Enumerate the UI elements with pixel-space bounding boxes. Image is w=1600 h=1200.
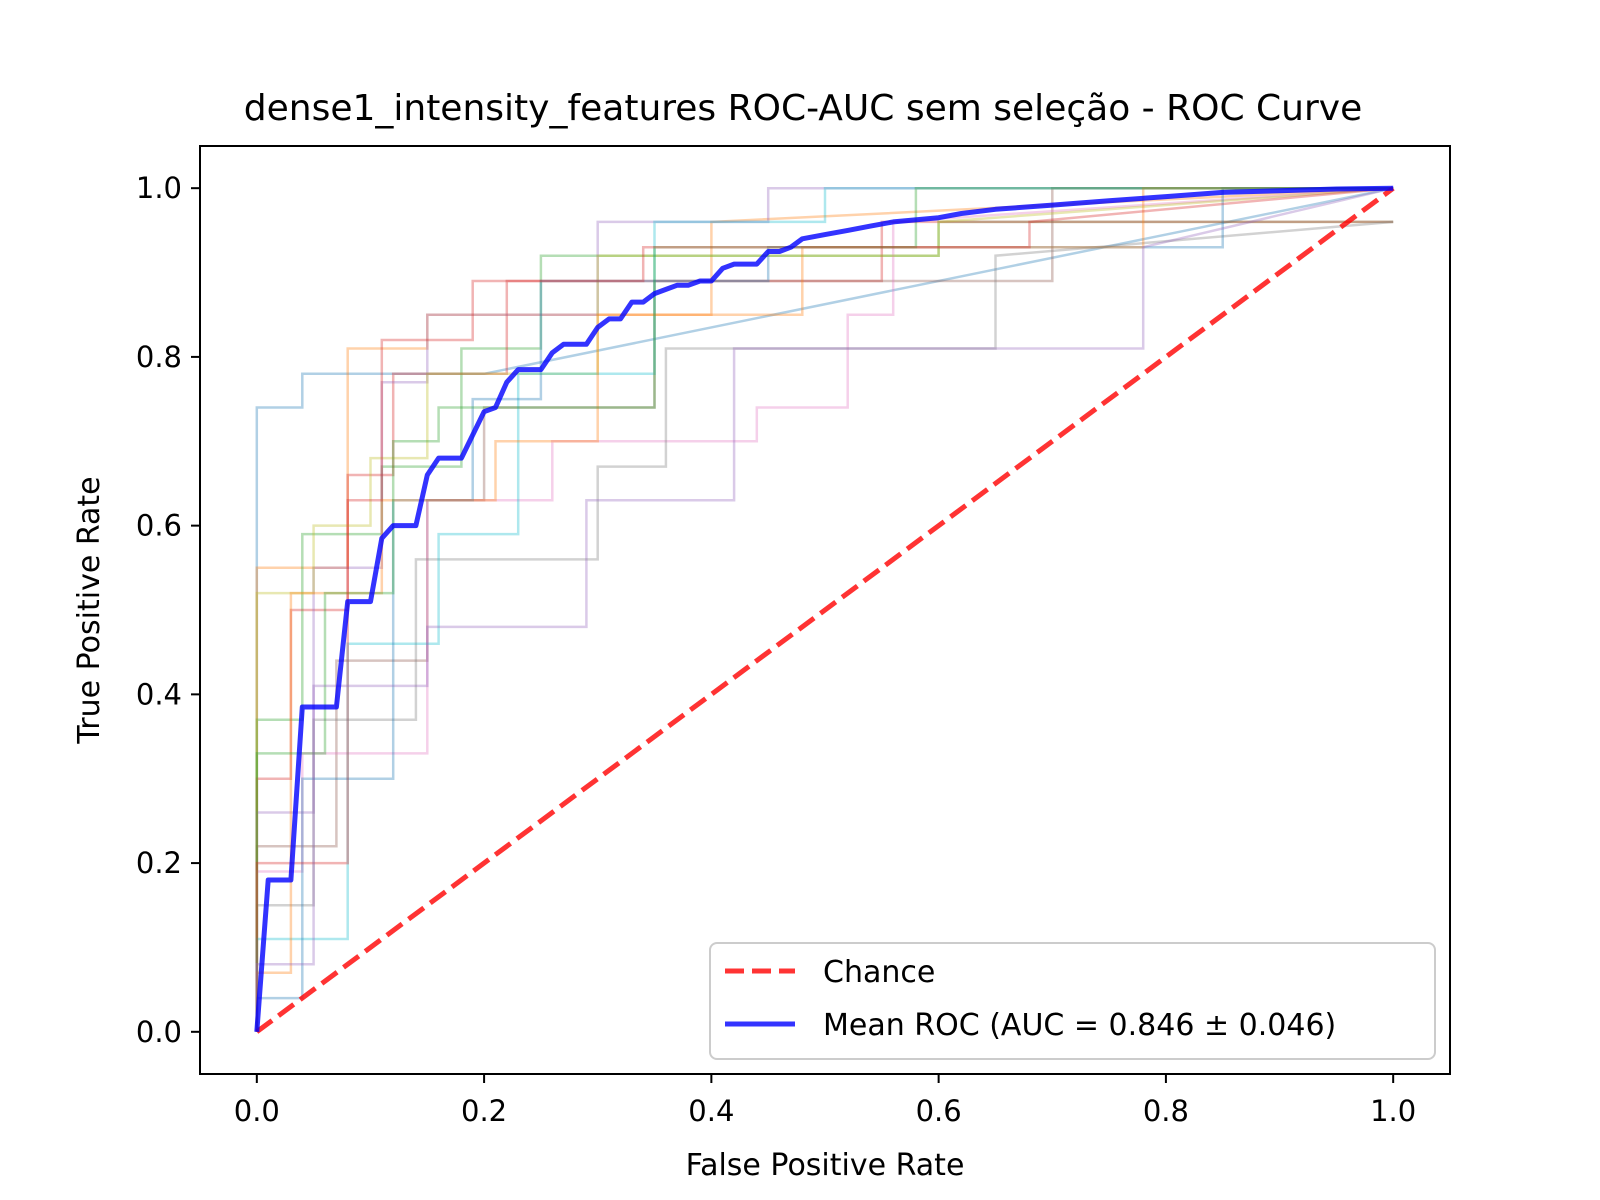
legend-chance-label: Chance	[823, 955, 935, 990]
fold-roc-curve	[255, 220, 1394, 1032]
mean-roc-line	[254, 185, 1394, 1032]
y-axis-ticks: 0.0 0.2 0.4 0.6 0.8 1.0	[136, 171, 200, 1049]
fold-roc-curve	[255, 186, 1394, 1032]
x-tick-label: 0.4	[688, 1094, 734, 1128]
x-tick-label: 0.0	[234, 1094, 280, 1128]
chart-title: dense1_intensity_features ROC-AUC sem se…	[244, 88, 1362, 129]
y-axis-label: True Positive Rate	[72, 476, 107, 744]
x-tick-label: 1.0	[1370, 1094, 1416, 1128]
fold-roc-curve	[255, 186, 1394, 1032]
fold-roc-curve	[255, 186, 1394, 1032]
y-tick-label: 0.4	[136, 677, 182, 711]
y-tick-label: 0.2	[136, 846, 182, 880]
legend-box	[709, 942, 1436, 1060]
chance-line-group	[255, 186, 1395, 1034]
fold-roc-curve	[255, 186, 1394, 1032]
legend: Chance Mean ROC (AUC = 0.846 ± 0.046)	[709, 942, 1436, 1060]
x-axis-ticks: 0.0 0.2 0.4 0.6 0.8 1.0	[234, 1074, 1416, 1128]
fold-roc-curve	[255, 186, 1394, 1032]
legend-mean-roc-label: Mean ROC (AUC = 0.846 ± 0.046)	[823, 1008, 1336, 1043]
y-tick-label: 0.8	[136, 340, 182, 374]
fold-roc-curve	[255, 220, 1394, 1032]
fold-roc-curve	[255, 186, 1394, 1032]
chance-line	[255, 186, 1395, 1034]
y-tick-label: 0.6	[136, 509, 182, 543]
x-tick-label: 0.8	[1143, 1094, 1189, 1128]
fold-roc-curve	[255, 186, 1394, 1032]
y-tick-label: 1.0	[136, 171, 182, 205]
fold-roc-curve	[255, 186, 1394, 1032]
fold-roc-curve	[255, 186, 1394, 1032]
x-tick-label: 0.2	[461, 1094, 507, 1128]
y-tick-label: 0.0	[136, 1015, 182, 1049]
plot-frame	[199, 145, 1451, 1075]
mean-roc-group	[254, 185, 1394, 1032]
fold-roc-curve	[255, 186, 1394, 1032]
x-axis-label: False Positive Rate	[686, 1148, 965, 1183]
fold-roc-curve	[255, 186, 1394, 1032]
x-tick-label: 0.6	[916, 1094, 962, 1128]
